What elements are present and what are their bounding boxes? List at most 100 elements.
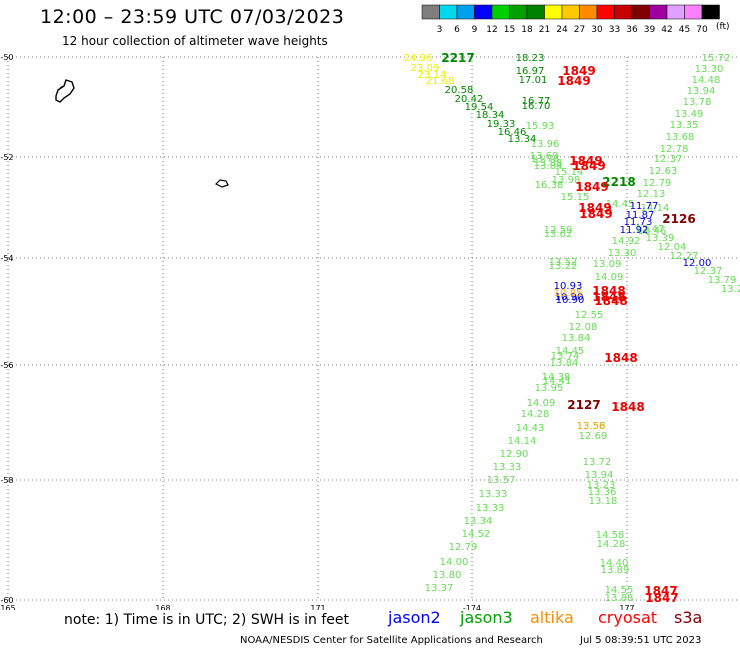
scale-tick-label: 18 [521,25,533,35]
swh-reading: 12.78 [660,144,689,155]
swh-reading: 18.23 [516,53,545,64]
swh-reading: 13.58 [577,421,606,432]
scale-tick-label: 36 [626,25,638,35]
swh-reading: 12.63 [649,166,678,177]
swh-reading: 15.72 [702,53,731,64]
swh-reading: 13.22 [549,261,578,272]
latitude-label: -50 [0,53,13,62]
swh-reading: 14.14 [508,436,537,447]
longitude-label: 171 [310,604,325,610]
swh-reading: 14.43 [516,423,545,434]
swh-reading: 13.88 [534,158,563,169]
color-scale-bar: 3 6 9 12 15 18 21 24 27 30 33 36 39 42 45 70 [421,4,720,35]
swh-reading: 19.33 [487,119,516,130]
swh-reading: 13.36 [588,487,617,498]
scale-tick-label: 30 [591,25,603,35]
swh-reading: 13.96 [531,139,560,150]
swh-reading: 12.37 [654,154,683,165]
satellite-legend-item: cryosat [598,608,658,627]
pass-time: 1849 [575,180,608,194]
swh-reading: 15.93 [526,121,555,132]
swh-reading: 13.95 [535,383,564,394]
scale-tick-label: 27 [574,25,585,35]
pass-time: 1849 [572,159,605,173]
swh-reading: 13.78 [531,154,560,165]
swh-reading: 14.09 [595,272,624,283]
swh-reading: 13.49 [675,109,704,120]
pass-time: 1849 [557,74,590,88]
swh-reading: 13.84 [534,161,563,172]
scale-tick-label: 45 [679,25,690,35]
swh-reading: 14.48 [692,75,721,86]
swh-reading: 13.69 [530,151,559,162]
lat-lon-grid [7,56,740,601]
swh-reading: 13.09 [593,259,622,270]
swh-reading: 14.14 [641,203,670,214]
swh-reading: 13.35 [670,120,699,131]
swh-reading: 13.23 [587,480,616,491]
islet-outline [59,85,64,89]
footer-note: note: 1) Time is in UTC; 2) SWH is in fe… [64,612,350,628]
swh-reading: 13.46 [638,226,667,237]
swh-reading: 16.77 [522,96,551,107]
scale-tick-label: 3 [437,25,443,35]
scale-tick-label: 24 [556,25,568,35]
pass-time: 1848 [592,290,625,304]
swh-reading: 12.69 [579,431,608,442]
swh-reading: 20.42 [455,94,484,105]
swh-reading: 13.18 [589,496,618,507]
swh-reading: 14.41 [543,376,572,387]
campbell-island-outline [214,179,229,188]
satellite-legend-item: altika [530,608,574,627]
swh-reading: 13.68 [666,132,695,143]
swh-reading: 13.30 [608,248,637,259]
swh-reading: 11.92 [620,225,649,236]
swh-reading: 13.37 [425,583,454,594]
swh-reading: 12.79 [643,178,672,189]
longitude-label: 165 [0,604,15,610]
swh-reading: 14.52 [462,529,491,540]
swh-reading: 18.34 [476,110,505,121]
swh-reading: 12.27 [670,251,699,262]
swh-reading: 14.00 [440,557,469,568]
swh-reading: 16.97 [516,66,545,77]
swh-reading: 13.94 [585,470,614,481]
swh-reading: 15.14 [555,167,584,178]
swh-reading: 13.2 [721,284,740,295]
swh-reading: 13.39 [646,233,675,244]
swh-reading: 13.89 [601,565,630,576]
scale-tick-label: 70 [696,25,708,35]
satellite-legend-item: s3a [674,608,703,627]
generated-timestamp: Jul 5 08:39:51 UTC 2023 [580,635,702,646]
scale-tick-label: 33 [609,25,620,35]
swh-reading: 14.40 [600,558,629,569]
pass-time: 2127 [567,398,600,412]
swh-reading: 12.00 [683,258,712,269]
latitude-label: -58 [0,476,13,485]
swh-reading: 13.98 [552,175,581,186]
swh-reading: 13.57 [487,475,516,486]
swh-reading: 13.74 [551,351,580,362]
satellite-legend-item: jason3 [460,608,513,627]
swh-reading: 14.45 [606,199,635,210]
swh-reading: 15.15 [561,192,590,203]
swh-reading: 21.68 [426,76,455,87]
scale-tick-label: 6 [454,25,460,35]
swh-reading: 23.09 [411,63,440,74]
scale-swatch [701,4,720,20]
swh-reading: 14.92 [612,236,641,247]
swh-reading: 20.58 [445,85,474,96]
island-outlines [55,79,229,188]
pass-time: 1847 [644,584,677,598]
scale-tick-label: 9 [472,25,478,35]
swh-reading: 12.90 [500,449,529,460]
swh-reading: 12.59 [544,225,573,236]
swh-reading: 19.54 [465,102,494,113]
pass-time: 1847 [645,591,678,605]
satellite-legend-item: jason2 [388,608,441,627]
pass-time: 1848 [594,294,627,308]
swh-reading: 14.09 [527,398,556,409]
swh-reading: 23.14 [418,70,447,81]
